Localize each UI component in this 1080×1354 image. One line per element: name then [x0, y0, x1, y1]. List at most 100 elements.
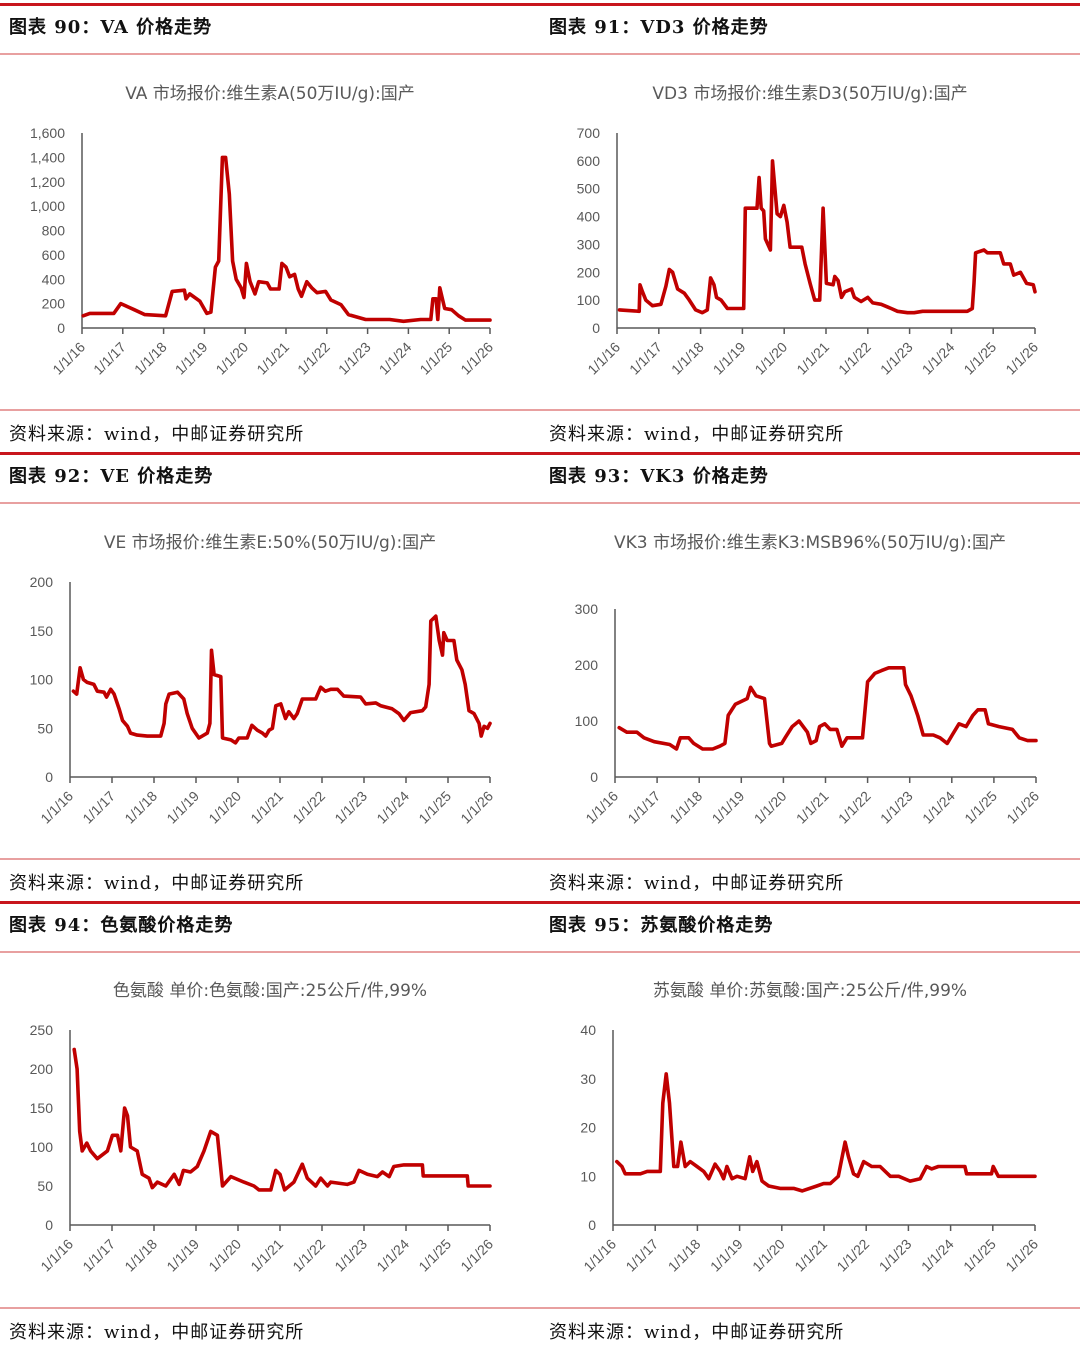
x-tick-label: 1/1/22	[835, 339, 874, 378]
x-tick-label: 1/1/17	[624, 788, 663, 827]
y-tick-label: 150	[30, 623, 54, 639]
x-tick-label: 1/1/20	[205, 1236, 244, 1275]
footer-divider	[0, 409, 540, 411]
x-tick-label: 1/1/21	[247, 788, 286, 827]
x-tick-label: 1/1/23	[331, 1236, 370, 1275]
series-line	[71, 614, 492, 745]
x-tick-label: 1/1/21	[793, 788, 832, 827]
top-rule	[0, 452, 540, 455]
y-tick-label: 100	[577, 292, 601, 308]
chart-title: 色氨酸 单价:色氨酸:国产:25公斤/件,99%	[112, 981, 428, 1001]
x-tick-label: 1/1/19	[172, 339, 211, 378]
source-note: 资料来源：wind，中邮证券研究所	[9, 424, 305, 445]
header-divider	[0, 502, 540, 504]
y-tick-label: 300	[575, 601, 599, 617]
series-line	[72, 1047, 492, 1192]
y-tick-label: 100	[30, 672, 54, 688]
x-tick-label: 1/1/23	[331, 788, 370, 827]
y-tick-label: 20	[580, 1120, 596, 1136]
y-tick-label: 200	[30, 574, 54, 590]
top-rule	[540, 452, 1080, 455]
x-tick-label: 1/1/16	[582, 788, 621, 827]
header-divider	[540, 502, 1080, 504]
x-tick-label: 1/1/25	[415, 788, 454, 827]
x-tick-label: 1/1/22	[835, 788, 874, 827]
x-tick-label: 1/1/24	[919, 788, 958, 827]
x-tick-label: 1/1/20	[212, 339, 251, 378]
chart-panel-94: 0 50 100 150 200 250 1/1/16 1/1/17 1/1/18 1/1/19 1…	[0, 898, 540, 1347]
x-tick-label: 1/1/16	[49, 339, 88, 378]
figure-label: 图表 95：苏氨酸价格走势	[549, 915, 774, 936]
x-tick-label: 1/1/23	[335, 339, 374, 378]
top-rule	[540, 3, 1080, 6]
x-tick-label: 1/1/21	[247, 1236, 286, 1275]
y-tick-label: 40	[580, 1022, 596, 1038]
x-tick-label: 1/1/16	[37, 1236, 76, 1275]
x-tick-label: 1/1/18	[121, 788, 160, 827]
x-tick-label: 1/1/21	[791, 1236, 830, 1275]
y-tick-label: 50	[37, 720, 53, 736]
y-tick-label: 1,600	[30, 125, 65, 141]
footer-divider	[540, 858, 1080, 860]
y-tick-label: 250	[30, 1022, 54, 1038]
x-tick-label: 1/1/25	[416, 339, 455, 378]
x-tick-label: 1/1/18	[666, 788, 705, 827]
x-tick-label: 1/1/24	[376, 339, 415, 378]
x-tick-label: 1/1/19	[163, 788, 202, 827]
line-chart: 0 100 200 300 1/1/16 1/1/17 1/1/18 1/1/19 1/1/20…	[575, 601, 1043, 827]
x-tick-label: 1/1/20	[749, 1236, 788, 1275]
y-tick-label: 10	[580, 1168, 596, 1184]
figure-label: 图表 92：VE 价格走势	[9, 466, 214, 487]
x-tick-label: 1/1/22	[294, 339, 333, 378]
x-tick-label: 1/1/24	[373, 1236, 412, 1275]
chart-panel-90: 0 200 400 600 800 1,000 1,200 1,400 1,600 1/1/16 1…	[0, 0, 540, 449]
figure-label: 图表 91：VD3 价格走势	[549, 17, 769, 38]
y-tick-label: 30	[580, 1071, 596, 1087]
chart-panel-95: 0 10 20 30 40 1/1/16 1/1/17 1/1/18 1/1/19 1/1/20 1…	[540, 898, 1080, 1347]
y-tick-label: 100	[575, 713, 599, 729]
figure-label: 图表 90：VA 价格走势	[9, 17, 213, 38]
x-tick-label: 1/1/19	[710, 339, 749, 378]
footer-divider	[540, 409, 1080, 411]
x-tick-label: 1/1/16	[580, 1236, 619, 1275]
x-tick-label: 1/1/16	[584, 339, 623, 378]
x-tick-label: 1/1/24	[919, 339, 958, 378]
y-tick-label: 500	[577, 181, 601, 197]
x-tick-label: 1/1/24	[373, 788, 412, 827]
y-tick-label: 200	[577, 264, 601, 280]
x-tick-label: 1/1/20	[205, 788, 244, 827]
series-line	[617, 159, 1037, 315]
figure-label: 图表 93：VK3 价格走势	[549, 466, 769, 487]
x-tick-label: 1/1/18	[131, 339, 170, 378]
x-tick-label: 1/1/23	[876, 1236, 915, 1275]
x-tick-label: 1/1/26	[1002, 339, 1041, 378]
x-tick-label: 1/1/20	[751, 339, 790, 378]
y-tick-label: 0	[45, 1217, 53, 1233]
y-tick-label: 600	[42, 247, 66, 263]
x-tick-label: 1/1/25	[961, 788, 1000, 827]
x-tick-label: 1/1/23	[877, 339, 916, 378]
x-tick-label: 1/1/17	[90, 339, 129, 378]
chart-title: VE 市场报价:维生素E:50%(50万IU/g):国产	[103, 533, 437, 553]
header-divider	[0, 951, 540, 953]
y-tick-label: 800	[42, 223, 66, 239]
x-tick-label: 1/1/26	[1002, 1236, 1041, 1275]
header-divider	[540, 53, 1080, 55]
header-divider	[0, 53, 540, 55]
chart-panel-92: 0 50 100 150 200 1/1/16 1/1/17 1/1/18 1/1/19 1/1/…	[0, 449, 540, 898]
x-tick-label: 1/1/26	[457, 1236, 496, 1275]
x-tick-label: 1/1/22	[289, 788, 328, 827]
x-tick-label: 1/1/16	[37, 788, 76, 827]
y-tick-label: 50	[37, 1178, 53, 1194]
chart-title: VA 市场报价:维生素A(50万IU/g):国产	[125, 84, 415, 104]
x-tick-label: 1/1/18	[665, 1236, 704, 1275]
x-tick-label: 1/1/26	[457, 788, 496, 827]
y-tick-label: 700	[577, 125, 601, 141]
x-tick-label: 1/1/19	[709, 788, 748, 827]
source-note: 资料来源：wind，中邮证券研究所	[9, 873, 305, 894]
y-tick-label: 0	[57, 320, 65, 336]
